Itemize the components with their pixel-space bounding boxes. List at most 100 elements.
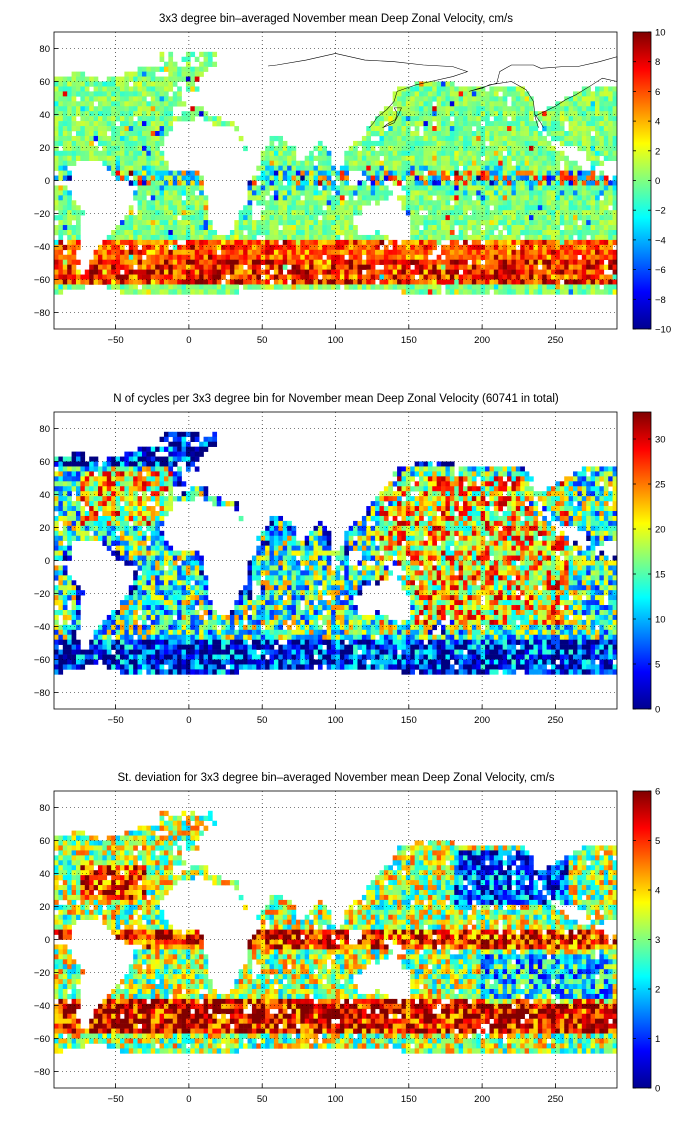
data-cell [608,96,613,102]
data-cell [581,481,587,487]
data-cell [480,471,486,477]
data-cell [551,491,556,497]
data-cell [89,456,94,462]
data-cell [559,111,565,117]
data-cell [432,96,437,102]
data-cell [471,135,477,142]
data-cell [441,150,446,157]
data-cell [243,215,248,221]
data-cell [564,185,569,191]
data-cell [375,259,380,265]
data-cell [432,170,437,176]
data-cell [225,501,231,507]
data-cell [388,264,393,270]
data-cell [260,185,266,191]
data-cell [163,234,169,241]
data-cell [172,61,178,67]
data-cell [304,160,310,166]
data-cell [458,185,464,191]
data-cell [128,481,134,487]
data-cell [119,249,125,256]
data-cell [194,111,200,117]
data-cell [163,269,169,275]
data-cell [150,111,156,117]
data-cell [119,506,125,512]
data-cell [476,279,481,285]
data-cell [348,220,354,226]
data-cell [608,230,613,236]
data-cell [511,249,517,256]
data-cell [335,220,341,226]
data-cell [603,200,609,206]
data-cell [62,155,68,161]
data-cell [159,66,165,72]
data-cell [515,264,521,270]
data-cell [146,180,152,186]
data-cell [229,284,235,290]
data-cell [489,239,495,246]
data-cell [559,249,565,256]
data-cell [256,244,262,251]
data-cell [335,175,341,181]
data-cell [436,239,442,246]
data-cell [163,101,169,107]
data-cell [203,210,209,216]
data-cell [146,496,152,502]
data-cell [291,215,297,221]
data-cell [603,486,609,492]
data-cell [75,140,81,147]
data-cell [529,259,534,265]
data-cell [357,205,363,211]
data-cell [97,81,103,87]
data-cell [58,225,64,231]
data-cell [375,165,380,171]
data-cell [432,140,437,147]
data-cell [573,170,578,176]
data-cell [463,101,468,107]
data-cell [273,150,279,157]
data-cell [124,111,130,117]
data-cell [102,476,108,482]
data-cell [480,274,486,280]
data-cell [163,116,169,122]
data-cell [414,121,420,127]
data-cell [405,466,411,472]
data-cell [379,121,385,127]
data-cell [463,205,468,211]
data-cell [212,436,218,442]
data-cell [115,269,121,275]
data-cell [326,160,332,166]
data-cell [185,491,191,497]
data-cell [150,451,156,457]
data-cell [185,116,191,122]
data-cell [172,496,178,502]
data-cell [419,200,424,206]
data-cell [80,140,86,147]
data-grid [54,51,617,295]
data-cell [58,456,64,462]
data-cell [260,225,266,231]
data-cell [58,140,64,147]
data-cell [119,481,125,487]
data-cell [115,249,121,256]
data-cell [595,486,600,492]
data-cell [612,486,617,492]
data-cell [133,121,138,127]
data-cell [515,284,521,290]
data-cell [287,220,292,226]
data-cell [194,205,200,211]
data-cell [463,496,468,502]
data-cell [568,225,574,231]
data-cell [515,215,521,221]
data-cell [58,160,64,166]
data-cell [559,200,565,206]
data-cell [111,140,116,147]
data-cell [542,135,547,142]
data-cell [295,279,301,285]
data-cell [247,180,253,186]
data-cell [432,215,437,221]
data-cell [177,76,182,82]
data-cell [559,180,565,186]
data-cell [612,249,617,256]
data-cell [115,254,121,260]
